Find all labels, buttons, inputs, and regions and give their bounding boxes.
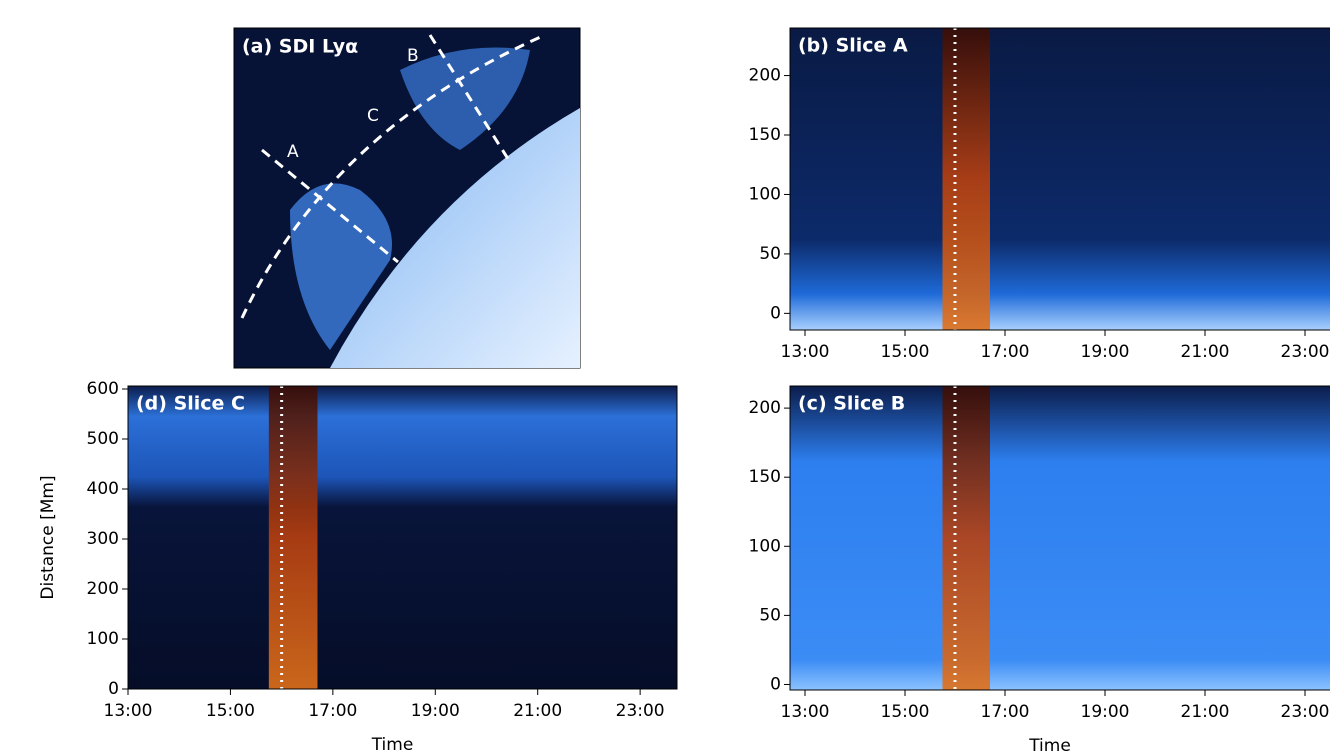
prominence bbox=[400, 47, 530, 150]
highlight-band bbox=[942, 386, 990, 690]
panel-a: (a) SDI Lyα A B C bbox=[233, 27, 581, 369]
y-tick-label: 200 bbox=[749, 398, 781, 418]
x-tick-label: 15:00 bbox=[881, 702, 930, 722]
x-tick-label: 15:00 bbox=[206, 701, 255, 721]
x-tick-label: 19:00 bbox=[1081, 342, 1130, 362]
x-tick-label: 17:00 bbox=[981, 342, 1030, 362]
slice-c bbox=[240, 33, 546, 319]
x-tick-label: 13:00 bbox=[781, 702, 830, 722]
y-tick-label: 200 bbox=[87, 579, 119, 599]
axes-frame bbox=[127, 385, 678, 690]
image-area bbox=[790, 386, 1330, 690]
x-tick-label: 23:00 bbox=[616, 701, 665, 721]
y-tick-label: 100 bbox=[749, 536, 781, 556]
x-tick-label: 21:00 bbox=[513, 701, 562, 721]
slice-label: A bbox=[287, 142, 299, 162]
image-area bbox=[128, 386, 677, 689]
x-axis-label: Time bbox=[1028, 736, 1071, 753]
y-tick-label: 50 bbox=[759, 244, 781, 264]
highlight-band bbox=[942, 28, 990, 330]
axes-frame bbox=[789, 27, 1330, 331]
x-tick-label: 17:00 bbox=[308, 701, 357, 721]
solar-disk bbox=[330, 108, 580, 368]
image-area bbox=[790, 28, 1330, 330]
prominence bbox=[290, 183, 392, 350]
slice-label: B bbox=[407, 46, 419, 66]
y-tick-label: 150 bbox=[749, 125, 781, 145]
x-tick-label: 21:00 bbox=[1181, 342, 1230, 362]
slice-label: C bbox=[367, 106, 379, 126]
y-axis-label: Distance [Mm] bbox=[38, 475, 58, 599]
y-tick-label: 100 bbox=[87, 629, 119, 649]
x-tick-label: 19:00 bbox=[1081, 702, 1130, 722]
x-tick-label: 23:00 bbox=[1281, 702, 1330, 722]
x-tick-label: 13:00 bbox=[781, 342, 830, 362]
x-tick-label: 21:00 bbox=[1181, 702, 1230, 722]
y-tick-label: 400 bbox=[87, 479, 119, 499]
x-tick-label: 15:00 bbox=[881, 342, 930, 362]
x-axis-label: Time bbox=[371, 735, 414, 753]
x-tick-label: 23:00 bbox=[1281, 342, 1330, 362]
y-tick-label: 500 bbox=[87, 429, 119, 449]
y-tick-label: 50 bbox=[759, 605, 781, 625]
panel-title: (b) Slice A bbox=[798, 35, 908, 57]
y-tick-label: 0 bbox=[770, 303, 781, 323]
panel-title: (c) Slice B bbox=[798, 393, 905, 415]
slice-a bbox=[261, 148, 399, 264]
y-tick-label: 150 bbox=[749, 467, 781, 487]
y-tick-label: 0 bbox=[108, 679, 119, 699]
x-tick-label: 19:00 bbox=[411, 701, 460, 721]
panel-title: (a) SDI Lyα bbox=[242, 36, 358, 58]
y-tick-label: 200 bbox=[749, 66, 781, 86]
x-tick-label: 17:00 bbox=[981, 702, 1030, 722]
y-tick-label: 0 bbox=[770, 674, 781, 694]
y-tick-label: 600 bbox=[87, 379, 119, 399]
x-tick-label: 13:00 bbox=[104, 701, 153, 721]
y-tick-label: 100 bbox=[749, 184, 781, 204]
panel-title: (d) Slice C bbox=[136, 393, 245, 415]
y-tick-label: 300 bbox=[87, 529, 119, 549]
slice-b bbox=[428, 34, 512, 163]
highlight-band bbox=[268, 386, 318, 689]
axes-frame bbox=[789, 385, 1330, 691]
